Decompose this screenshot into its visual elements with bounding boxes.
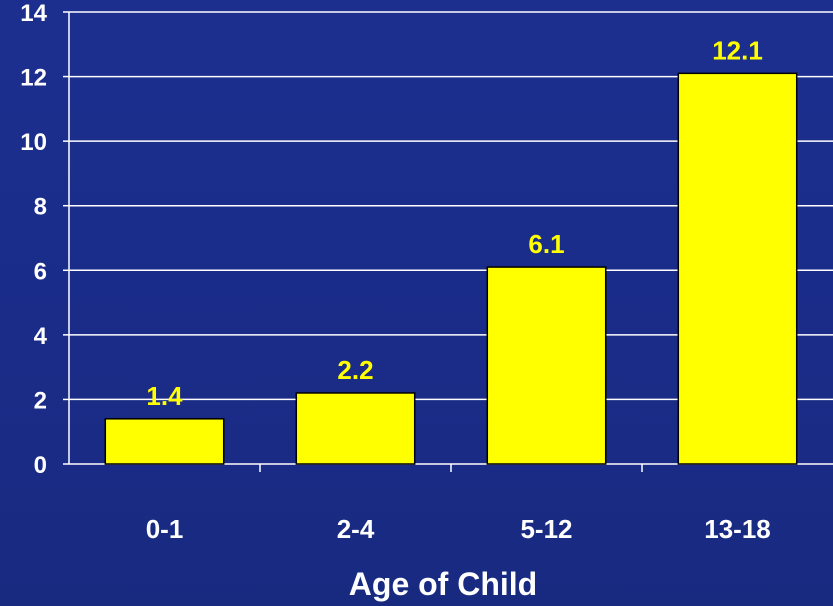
data-label: 6.1 bbox=[528, 229, 564, 259]
data-labels: 1.4 2.2 6.1 12.1 bbox=[146, 35, 762, 410]
bar-5-12 bbox=[486, 266, 607, 465]
x-tick-label: 5-12 bbox=[520, 514, 572, 544]
y-tick-label: 0 bbox=[34, 452, 47, 479]
bar-13-18 bbox=[677, 72, 798, 465]
y-tick-label: 2 bbox=[34, 387, 47, 414]
x-tick-label: 2-4 bbox=[337, 514, 375, 544]
x-tick-labels: 0-1 2-4 5-12 13-18 bbox=[146, 514, 771, 544]
y-tick-label: 14 bbox=[20, 0, 47, 27]
y-tick-label: 8 bbox=[34, 194, 47, 221]
x-tick-label: 0-1 bbox=[146, 514, 184, 544]
data-label: 12.1 bbox=[712, 35, 763, 65]
y-tick-labels: 0 2 4 6 8 10 12 14 bbox=[20, 0, 47, 479]
y-tick-label: 10 bbox=[20, 129, 47, 156]
y-tick-label: 12 bbox=[20, 65, 47, 92]
data-label: 1.4 bbox=[146, 381, 183, 411]
x-axis-title: Age of Child bbox=[349, 566, 537, 602]
data-label: 2.2 bbox=[337, 355, 373, 385]
bar-0-1 bbox=[104, 418, 225, 465]
y-tick-label: 6 bbox=[34, 258, 47, 285]
bar-2-4 bbox=[295, 392, 416, 465]
x-tick-label: 13-18 bbox=[704, 514, 771, 544]
bars bbox=[104, 72, 798, 465]
y-tick-label: 4 bbox=[34, 323, 48, 350]
gridlines bbox=[69, 11, 833, 401]
